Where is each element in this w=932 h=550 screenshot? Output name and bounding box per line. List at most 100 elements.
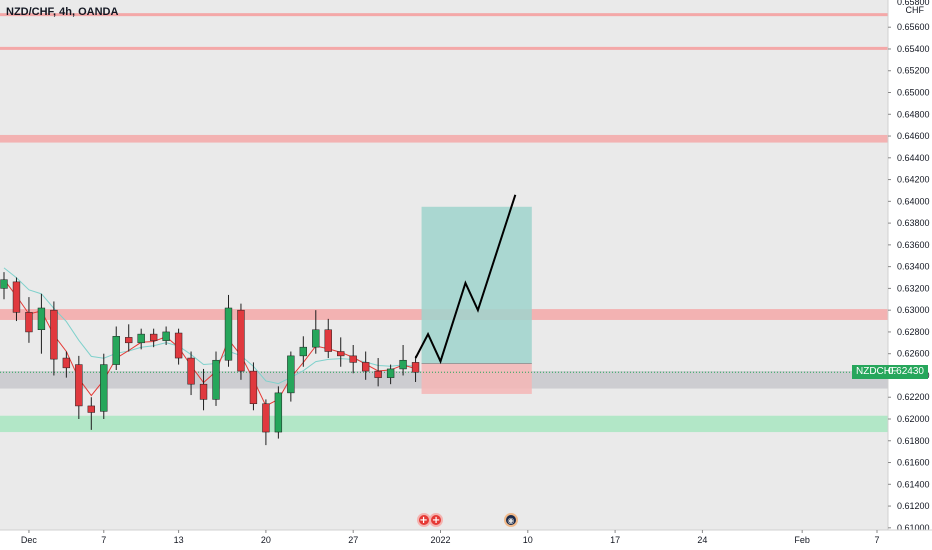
candle	[87, 397, 95, 430]
candle	[125, 324, 133, 352]
candle-body	[199, 383, 208, 400]
y-tick-label: 0.64000	[897, 196, 930, 206]
candle-body	[112, 336, 120, 365]
candle-body	[174, 332, 183, 359]
candle-body	[187, 357, 195, 385]
y-tick-label: 0.62800	[897, 327, 930, 337]
time-axis	[0, 530, 932, 550]
x-tick-label: 10	[523, 535, 533, 545]
candle	[187, 351, 195, 396]
candle-body	[100, 364, 108, 412]
y-tick-label: 0.65200	[897, 66, 930, 76]
candle-body	[337, 351, 345, 357]
candle	[349, 344, 357, 374]
x-tick-label: 7	[101, 535, 106, 545]
candle-body	[0, 279, 8, 289]
candle-body	[399, 359, 407, 370]
y-tick-label: 0.61400	[897, 479, 930, 489]
resistance-zone	[0, 134, 888, 143]
candle	[199, 368, 208, 411]
candle	[149, 328, 158, 348]
candle-body	[324, 329, 332, 352]
y-tick-label: 0.64800	[897, 109, 930, 119]
candle-body	[50, 309, 58, 360]
y-tick-label: 0.63200	[897, 283, 930, 293]
candle	[386, 364, 395, 385]
stop-zone	[421, 363, 532, 394]
candle	[337, 337, 345, 367]
candle	[162, 326, 170, 345]
y-tick-label: 0.65400	[897, 44, 930, 54]
last-price-tag: NZDCHF 0.62430	[852, 365, 928, 380]
candle-body	[249, 370, 258, 405]
candle-body	[25, 312, 33, 333]
candle-body	[224, 307, 233, 361]
y-tick-label: 0.61600	[897, 458, 930, 468]
x-tick-label: 20	[261, 535, 271, 545]
y-tick-label: 0.61800	[897, 436, 930, 446]
candle-body	[87, 405, 95, 413]
y-tick-label: 0.61000	[897, 523, 930, 533]
candle	[0, 272, 8, 300]
candle	[37, 293, 46, 354]
candle	[287, 351, 295, 402]
candle-body	[162, 331, 170, 341]
candle	[262, 399, 270, 446]
candle	[237, 303, 245, 380]
symbol-title: NZD/CHF, 4h, OANDA	[6, 6, 119, 18]
x-tick-label: Feb	[794, 535, 810, 545]
price-axis	[888, 0, 932, 550]
y-tick-label: 0.62200	[897, 392, 930, 402]
target-zone	[421, 206, 532, 364]
chf-event-icon-2[interactable]: +	[429, 513, 444, 527]
candle-body	[349, 355, 357, 363]
candle-body	[411, 362, 420, 373]
candle-body	[149, 333, 158, 341]
y-tick-label: 0.63800	[897, 218, 930, 228]
candle-body	[62, 357, 71, 369]
y-tick-label: 0.63400	[897, 262, 930, 272]
candle-body	[287, 355, 295, 394]
y-tick-label: 0.65600	[897, 22, 930, 32]
candle	[25, 297, 33, 343]
y-tick-label: 0.63600	[897, 240, 930, 250]
y-tick-label: 0.65000	[897, 88, 930, 98]
candle-body	[299, 346, 307, 357]
x-tick-label: 27	[348, 535, 358, 545]
candle	[299, 336, 307, 367]
candle	[361, 351, 370, 380]
y-tick-label: 0.61200	[897, 501, 930, 511]
candle-body	[137, 333, 145, 344]
candle-body	[274, 392, 283, 433]
last-price-value: 0.62430	[887, 366, 924, 378]
candle	[137, 328, 145, 350]
candle-body	[212, 359, 220, 400]
y-tick-label: 0.64200	[897, 175, 930, 185]
candle-body	[12, 281, 21, 313]
candle-body	[75, 364, 83, 407]
x-tick-label: 7	[874, 535, 879, 545]
candle	[399, 344, 407, 376]
candle	[411, 355, 420, 382]
candle	[112, 326, 120, 371]
candle	[12, 277, 21, 322]
horizontal-level-line	[0, 13, 888, 17]
support-zone	[0, 415, 888, 433]
y-tick-label: 0.64600	[897, 131, 930, 141]
candle	[62, 351, 71, 378]
y-tick-label: 0.62600	[897, 349, 930, 359]
last-price-symbol: NZDCHF	[856, 366, 898, 378]
y-tick-label: 0.62000	[897, 414, 930, 424]
candle-body	[37, 307, 46, 331]
candle-body	[386, 368, 395, 378]
x-tick-label: 13	[174, 535, 184, 545]
x-tick-label: Dec	[21, 535, 38, 545]
ema-slow-line	[3, 267, 416, 385]
candle	[100, 353, 108, 419]
candle-body	[237, 309, 245, 372]
y-tick-label: 0.64400	[897, 153, 930, 163]
candle-body	[312, 329, 320, 348]
nzd-event-icon[interactable]: ◉	[503, 513, 518, 527]
